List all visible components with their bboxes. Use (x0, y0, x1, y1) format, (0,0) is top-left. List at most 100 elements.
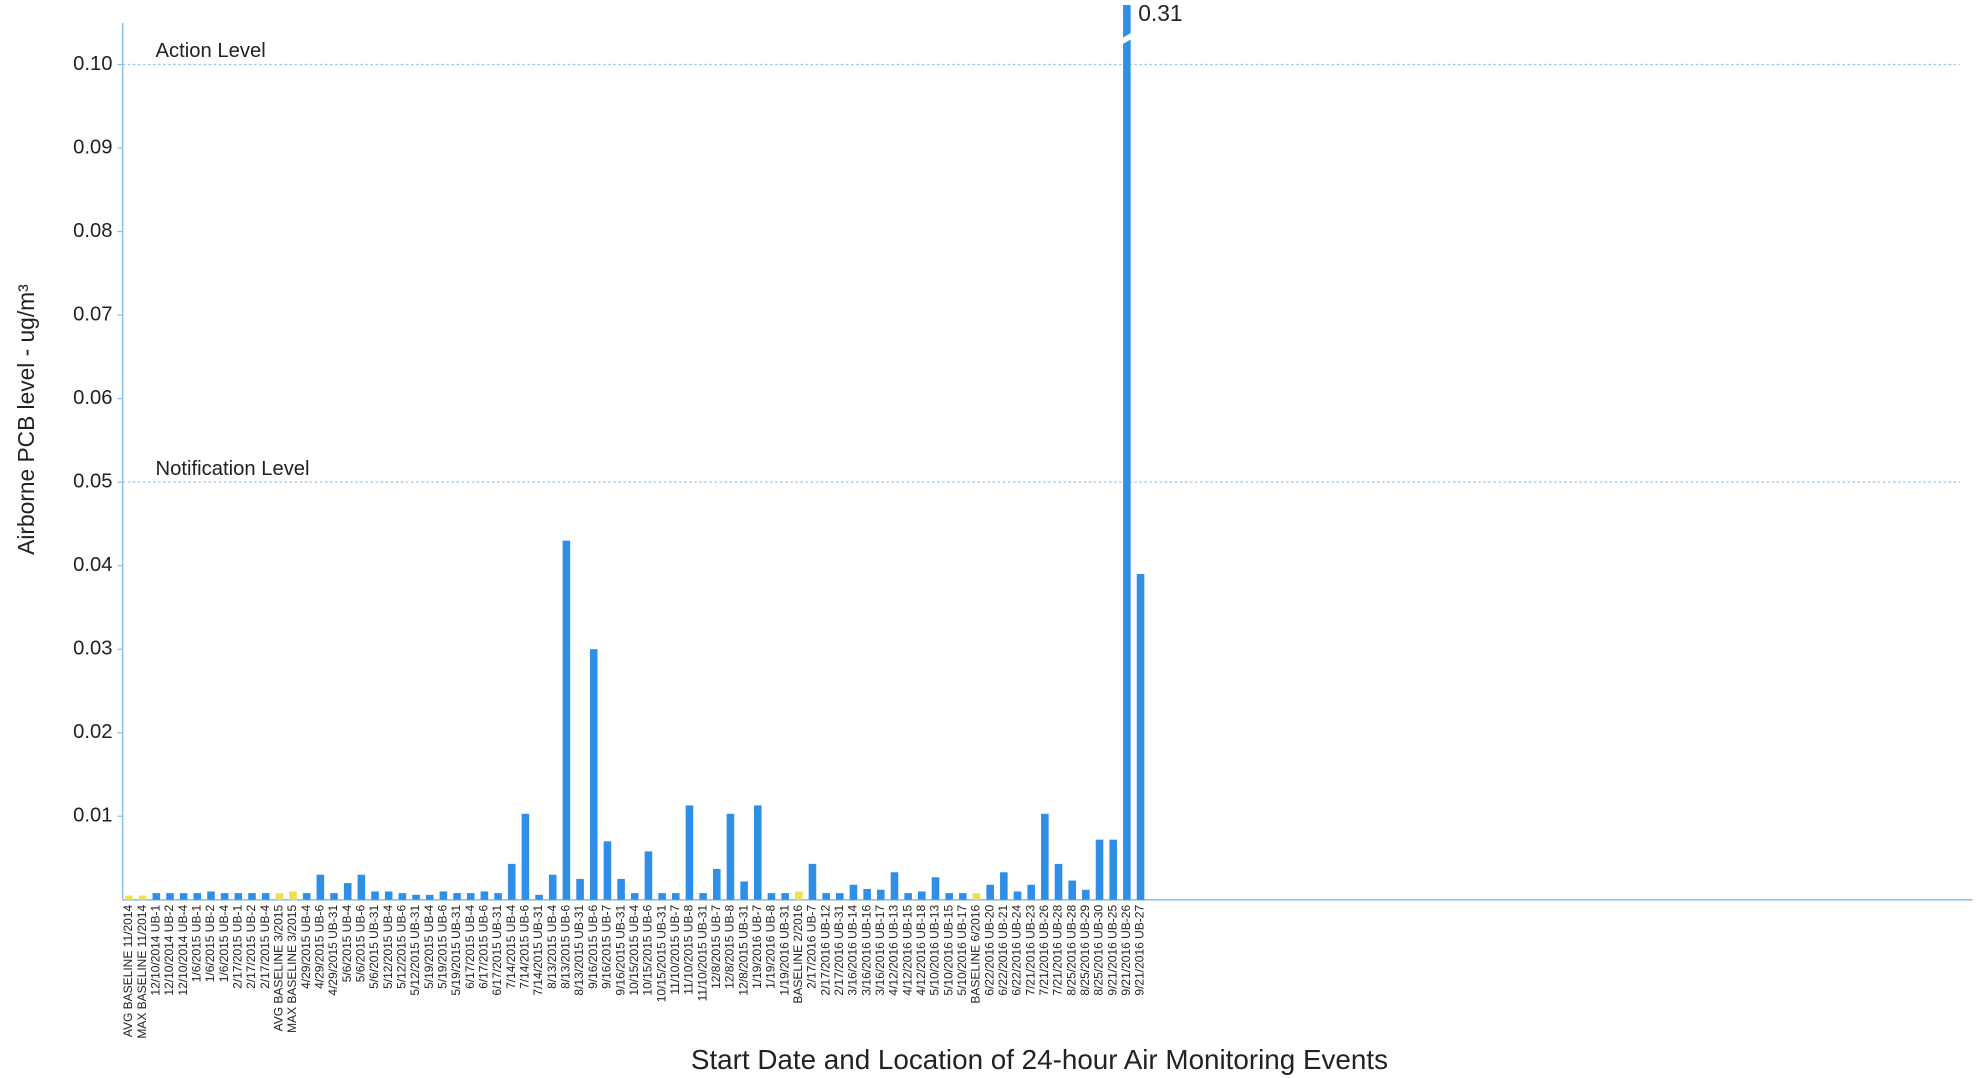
y-tick-label: 0.10 (73, 53, 112, 75)
bar (740, 881, 748, 900)
x-tick-label: 9/16/2015 UB-31 (613, 905, 627, 996)
x-tick-label: 5/6/2015 UB-6 (354, 905, 368, 983)
y-tick-label: 0.01 (73, 805, 112, 827)
x-tick-label: 11/10/2015 UB-8 (682, 905, 696, 995)
x-tick-label: 5/12/2015 UB-31 (408, 905, 422, 996)
x-tick-label: 9/21/2016 UB-27 (1133, 905, 1147, 996)
x-tick-label: BASELINE 6/2016 (969, 905, 983, 1004)
bar (630, 893, 639, 900)
x-tick-label: BASELINE 2/2016 (791, 905, 805, 1004)
bar (562, 540, 571, 900)
bar (658, 893, 666, 900)
x-tick-label: 4/12/2016 UB-15 (900, 905, 914, 996)
bar (795, 891, 803, 900)
bar (480, 891, 489, 900)
x-tick-label: 6/22/2016 UB-20 (982, 905, 996, 996)
x-tick-label: 2/17/2016 UB-31 (832, 905, 846, 996)
x-tick-label: 11/10/2015 UB-31 (695, 905, 709, 1002)
x-tick-label: 4/12/2016 UB-18 (914, 905, 928, 996)
x-tick-label: 12/10/2014 UB-4 (176, 905, 190, 996)
bar (1082, 889, 1090, 900)
bar (207, 891, 215, 900)
x-tick-label: 12/8/2015 UB-7 (709, 905, 723, 989)
x-tick-label: AVG BASELINE 3/2015 (272, 905, 286, 1032)
x-tick-label: 12/10/2014 UB-2 (162, 905, 176, 996)
bar (343, 883, 352, 900)
x-tick-label: 5/6/2015 UB-4 (340, 905, 354, 983)
x-tick-label: 10/15/2015 UB-4 (627, 905, 641, 996)
x-tick-label: 2/17/2015 UB-2 (244, 905, 258, 989)
x-tick-label: 5/6/2015 UB-31 (367, 905, 381, 989)
bar (330, 893, 338, 900)
x-tick-label: MAX BASELINE 3/2015 (285, 905, 299, 1033)
bar (521, 813, 530, 900)
x-tick-label: 10/15/2015 UB-6 (641, 905, 655, 996)
bar (877, 889, 885, 900)
x-tick-label: 8/25/2016 UB-30 (1092, 905, 1106, 996)
bar (220, 893, 229, 900)
x-tick-label: 9/16/2015 UB-6 (586, 905, 600, 989)
bar (781, 893, 789, 900)
x-tick-label: 5/12/2015 UB-4 (381, 905, 395, 989)
bar (1109, 839, 1117, 900)
x-tick-label: 1/6/2015 UB-4 (217, 905, 231, 983)
x-tick-label: 7/14/2015 UB-6 (518, 905, 532, 989)
bar (972, 893, 981, 900)
x-tick-label: 8/25/2016 UB-28 (1064, 905, 1078, 996)
x-tick-label: 1/19/2016 UB-8 (764, 905, 778, 989)
bar (275, 893, 284, 900)
bar (863, 888, 871, 900)
bar (507, 863, 516, 900)
bar (439, 891, 448, 900)
x-tick-label: 2/17/2015 UB-4 (258, 905, 272, 989)
x-tick-label: 4/29/2015 UB-31 (326, 905, 340, 996)
x-tick-label: 6/17/2015 UB-4 (463, 905, 477, 989)
y-tick-label: 0.03 (73, 638, 112, 660)
reference-label: Action Level (156, 40, 266, 62)
bar (384, 891, 393, 900)
x-tick-label: 5/12/2015 UB-6 (395, 905, 409, 989)
x-tick-label: 7/21/2016 UB-26 (1037, 905, 1051, 996)
x-tick-label: 11/10/2015 UB-7 (668, 905, 682, 995)
y-tick-label: 0.05 (73, 471, 112, 493)
bar (945, 893, 953, 900)
x-tick-label: 5/10/2016 UB-17 (955, 905, 969, 996)
value-label: 0.31 (1138, 0, 1182, 26)
bar (589, 649, 598, 900)
x-tick-label: 7/21/2016 UB-28 (1051, 905, 1065, 996)
bar (918, 891, 926, 900)
x-tick-label: 2/17/2015 UB-1 (231, 905, 245, 989)
x-tick-label: 6/17/2015 UB-31 (490, 905, 504, 996)
x-tick-label: 5/19/2015 UB-31 (449, 905, 463, 996)
x-tick-label: 6/17/2015 UB-6 (477, 905, 491, 989)
y-tick-label: 0.08 (73, 220, 112, 242)
x-tick-label: 5/10/2016 UB-15 (941, 905, 955, 996)
bar (289, 891, 297, 900)
y-tick-label: 0.09 (73, 136, 112, 158)
x-tick-label: 8/13/2015 UB-6 (559, 905, 573, 989)
x-tick-label: 12/10/2014 UB-1 (148, 905, 162, 996)
x-tick-label: 7/21/2016 UB-23 (1023, 905, 1037, 996)
bar (179, 893, 188, 900)
x-tick-label: 6/22/2016 UB-24 (1010, 905, 1024, 996)
x-tick-label: 3/16/2016 UB-17 (873, 905, 887, 996)
bar (166, 893, 174, 900)
bar (302, 893, 311, 900)
bar (548, 874, 557, 900)
bar (1000, 872, 1008, 900)
bar (931, 877, 940, 900)
bar (316, 874, 325, 900)
bar (904, 893, 912, 900)
bar (836, 893, 844, 900)
bar (890, 872, 899, 900)
bar (466, 893, 475, 900)
x-tick-label: 1/19/2016 UB-7 (750, 905, 764, 989)
x-tick-label: 1/6/2015 UB-2 (203, 905, 217, 983)
bar (822, 893, 830, 900)
x-tick-label: 3/16/2016 UB-16 (859, 905, 873, 996)
x-tick-label: 2/17/2016 UB-7 (805, 905, 819, 989)
bar (753, 805, 762, 900)
reference-label: Notification Level (156, 458, 310, 480)
bar (494, 893, 502, 900)
x-tick-label: 6/22/2016 UB-21 (996, 905, 1010, 996)
